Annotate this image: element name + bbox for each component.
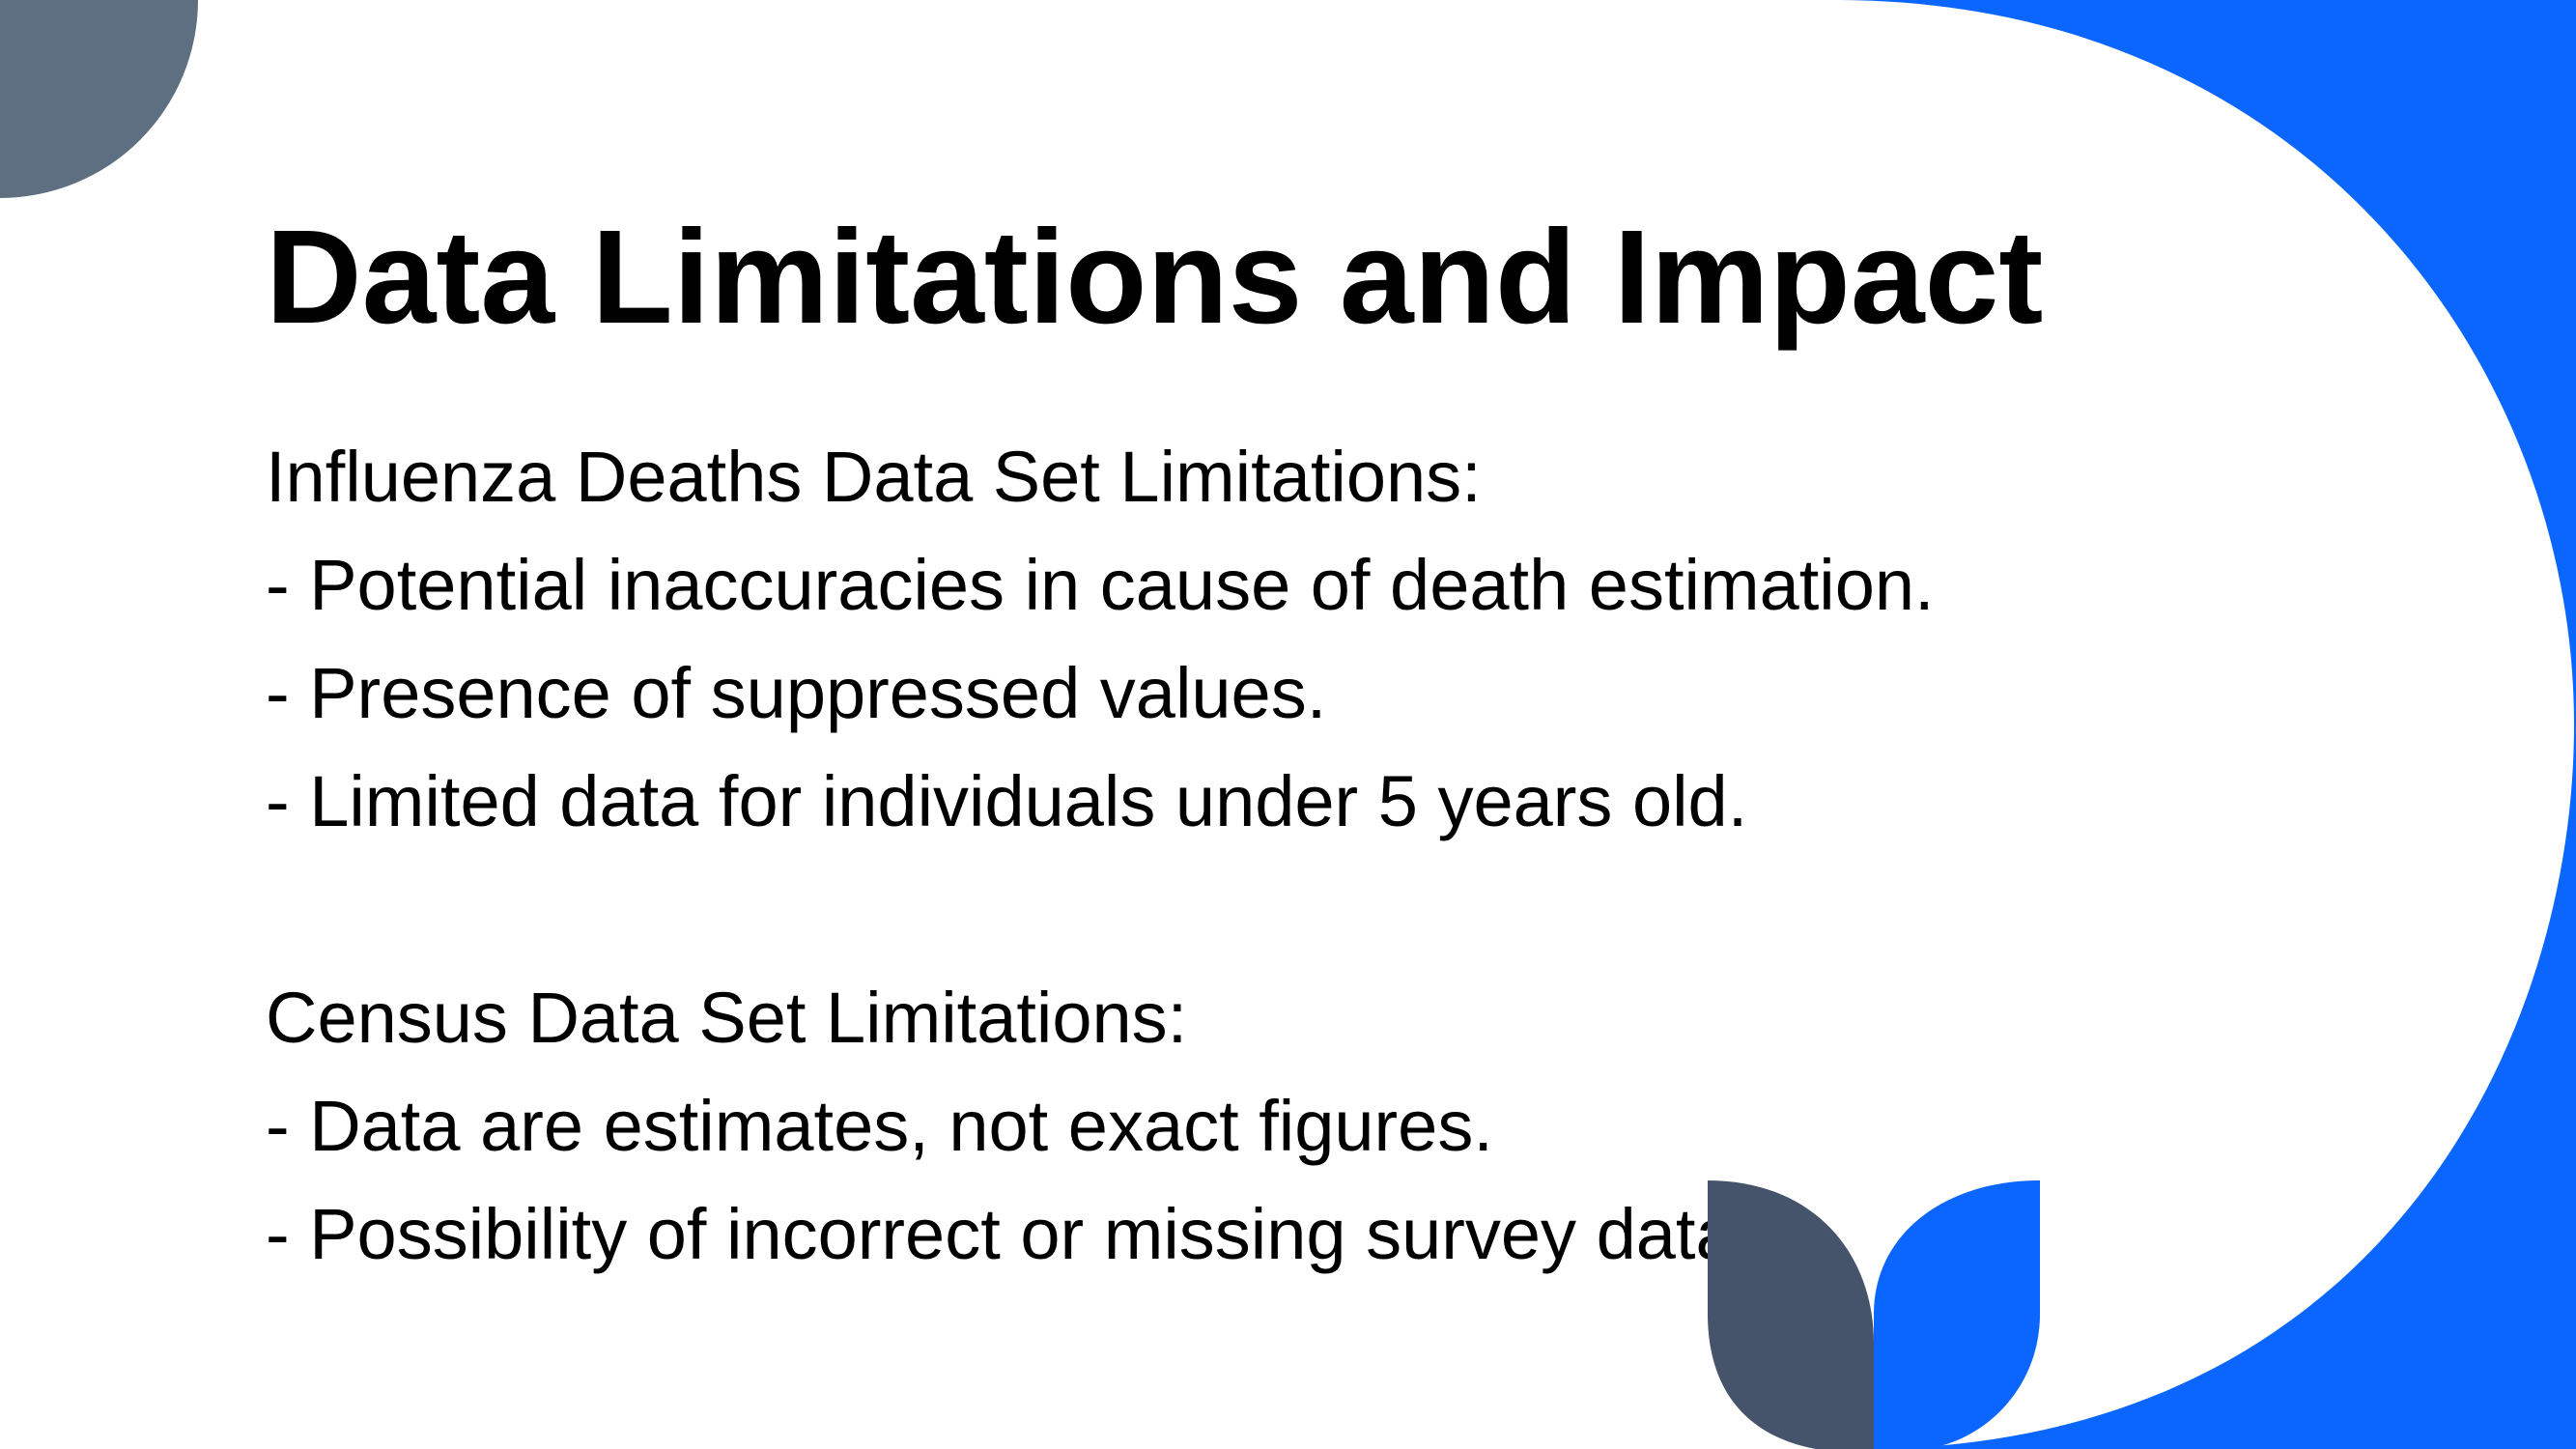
corner-quarter-circle-shape xyxy=(0,0,198,198)
blue-crescent-shape xyxy=(1835,0,2576,1449)
section-heading-influenza: Influenza Deaths Data Set Limitations: xyxy=(266,437,1482,517)
bullet-item: - Possibility of incorrect or missing su… xyxy=(266,1194,1756,1274)
section-heading-census: Census Data Set Limitations: xyxy=(266,978,1188,1058)
bullet-item: - Potential inaccuracies in cause of dea… xyxy=(266,545,1935,625)
bullet-item: - Limited data for individuals under 5 y… xyxy=(266,761,1748,841)
bullet-item: - Data are estimates, not exact figures. xyxy=(266,1086,1493,1166)
slide-title: Data Limitations and Impact xyxy=(266,203,2044,352)
slide-body: Influenza Deaths Data Set Limitations: -… xyxy=(266,423,2197,1289)
blank-line xyxy=(266,856,2197,964)
bullet-item: - Presence of suppressed values. xyxy=(266,653,1327,733)
